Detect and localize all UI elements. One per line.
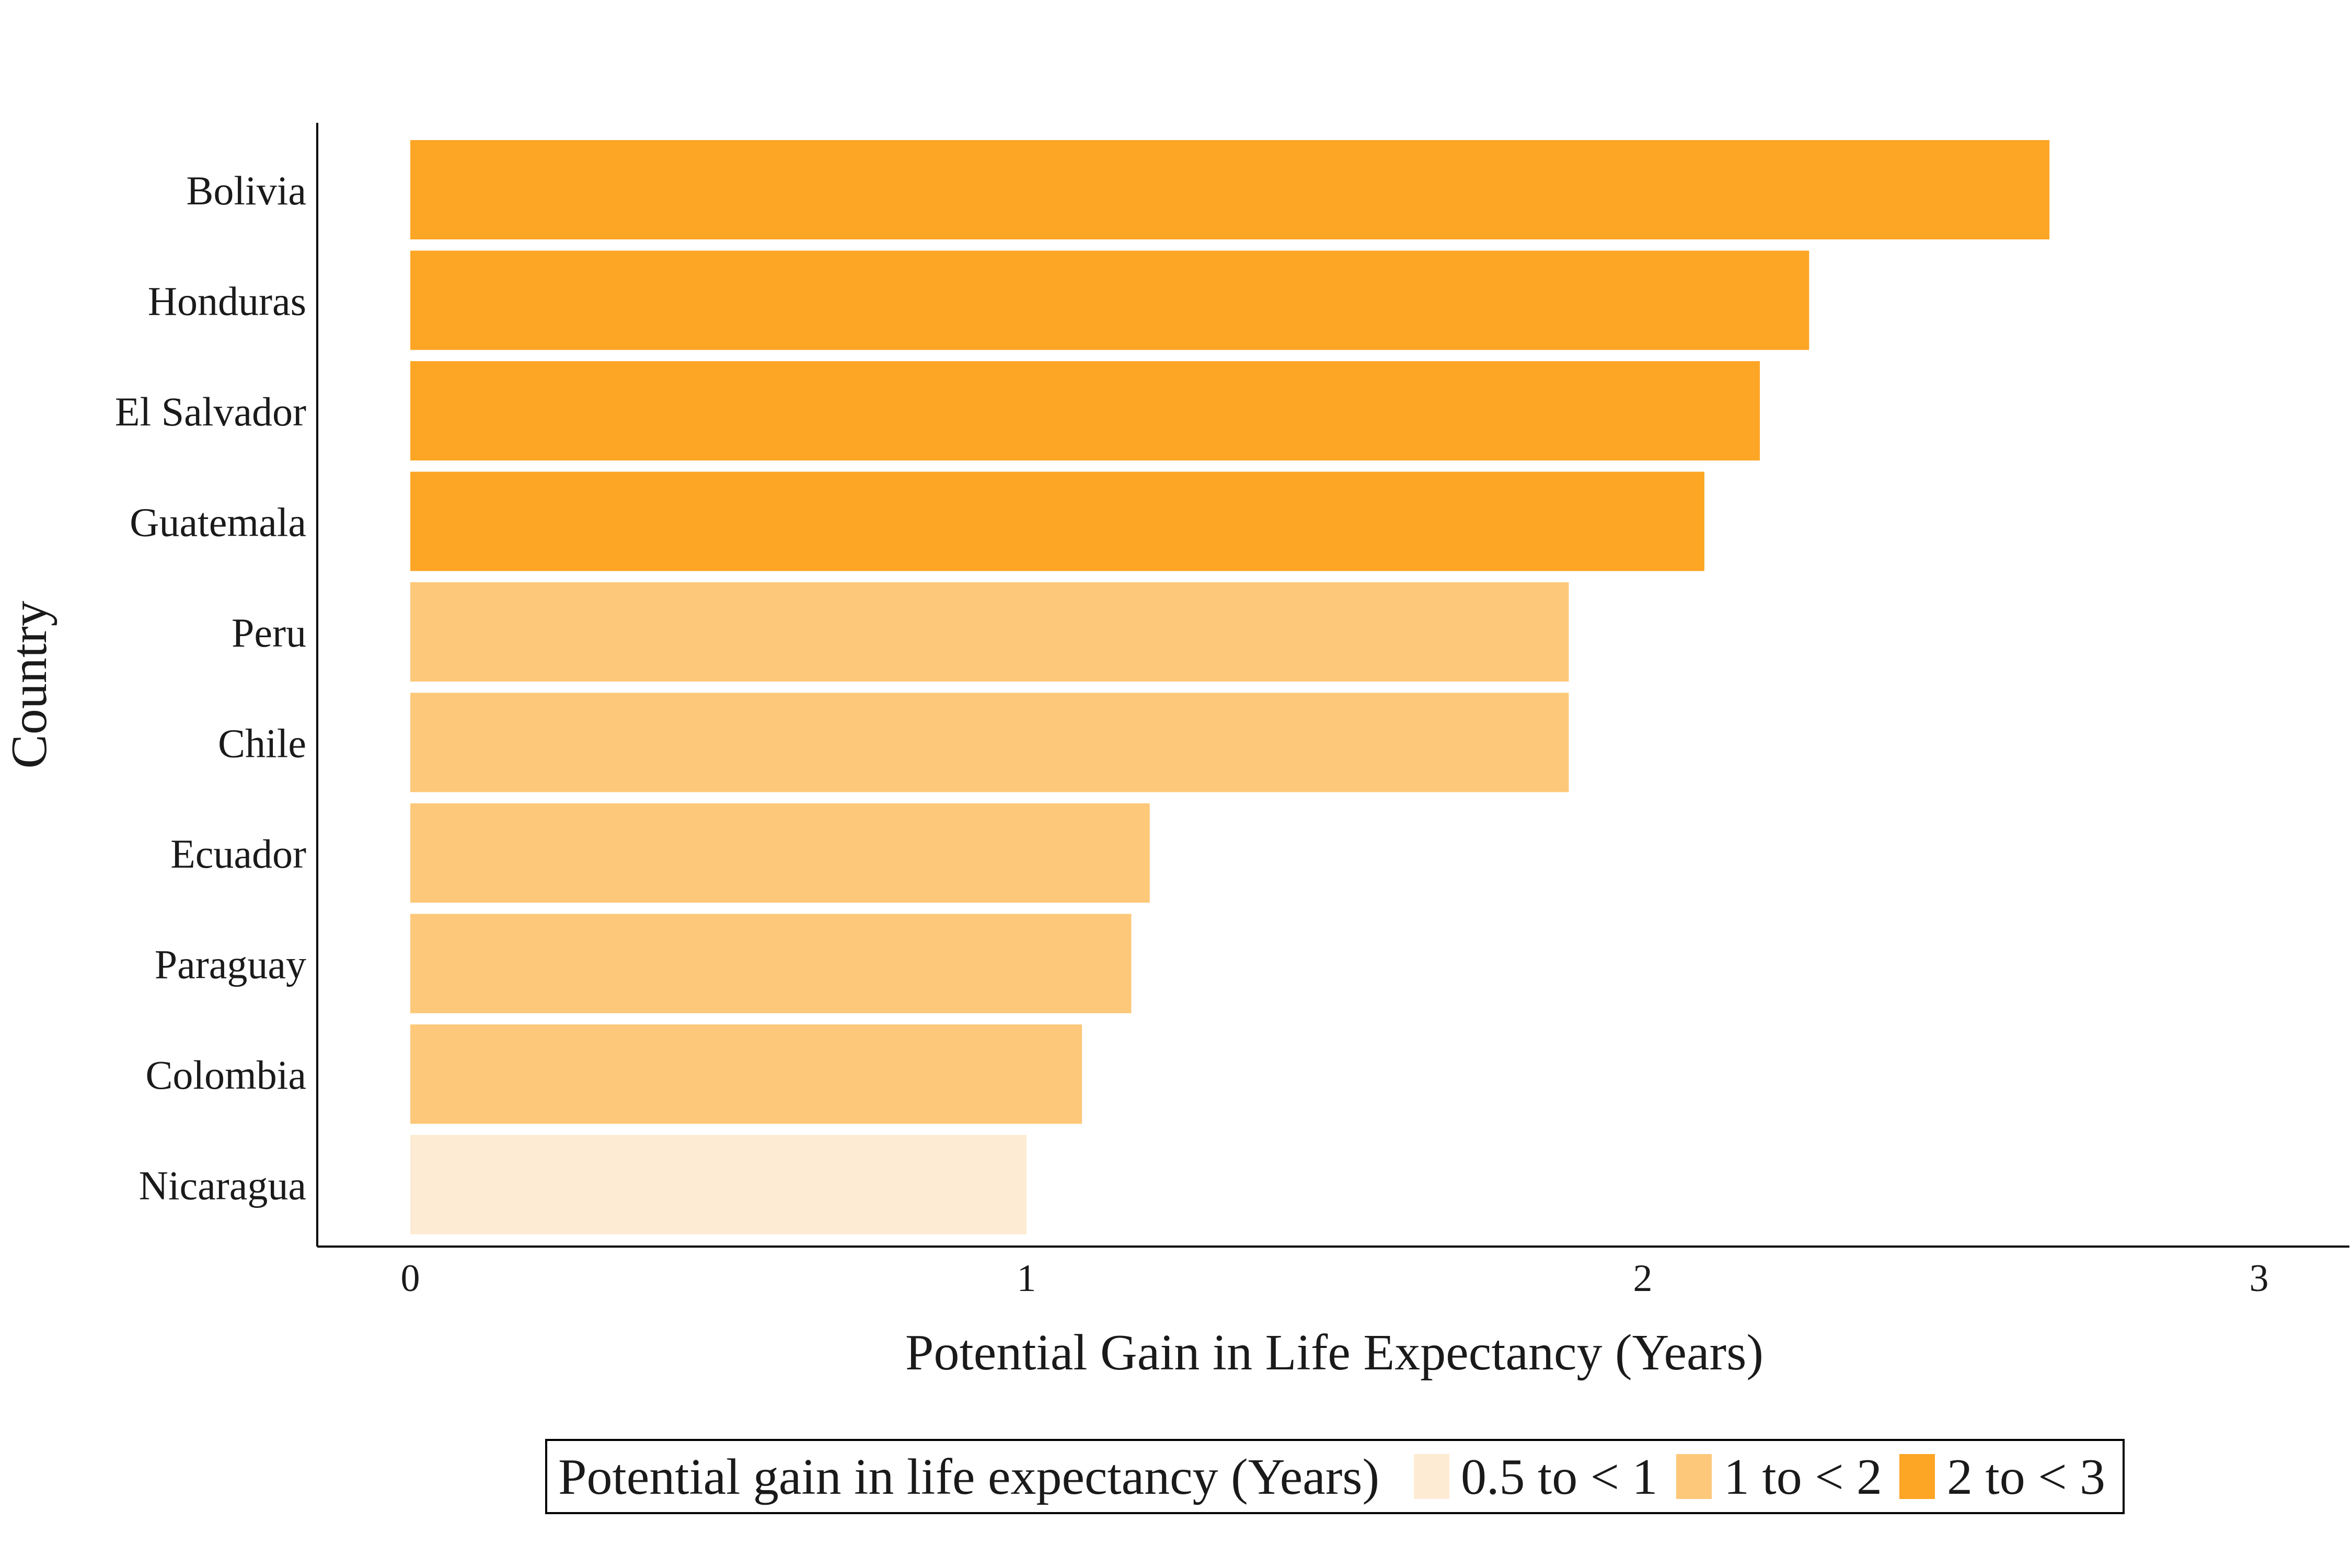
y-tick-label: Paraguay	[155, 942, 306, 987]
legend-swatch	[1414, 1454, 1449, 1499]
y-tick-label: Chile	[218, 721, 306, 766]
y-tick-label: Peru	[232, 610, 306, 655]
y-tick-label: Bolivia	[186, 168, 306, 213]
bar-bolivia	[410, 140, 2050, 239]
legend-swatch	[1676, 1454, 1712, 1499]
x-tick-label: 3	[2250, 1257, 2269, 1300]
bar-peru	[410, 582, 1569, 682]
bar-ecuador	[410, 803, 1150, 903]
legend-title: Potential gain in life expectancy (Years…	[558, 1449, 1379, 1505]
legend-entries: 0.5 to < 1 1 to < 2 2 to < 3	[1414, 1449, 2105, 1505]
legend-label: 2 to < 3	[1947, 1449, 2105, 1505]
bar-colombia	[410, 1024, 1082, 1124]
legend-box	[545, 1439, 2125, 1514]
y-tick-labels: Bolivia Honduras El Salvador Guatemala Peru C…	[115, 168, 306, 1208]
bars-layer	[410, 140, 2050, 1235]
y-axis: Bolivia Honduras El Salvador Guatemala Peru C…	[115, 123, 318, 1247]
x-axis-title: Potential Gain in Life Expectancy (Years…	[905, 1324, 1763, 1381]
bar-chile	[410, 693, 1569, 792]
x-tick-label: 0	[401, 1257, 420, 1300]
y-tick-label: Honduras	[148, 279, 306, 324]
bar-paraguay	[410, 914, 1132, 1013]
y-axis-title: Country	[1, 601, 57, 768]
bar-nicaragua	[410, 1135, 1027, 1235]
bar-guatemala	[410, 471, 1704, 571]
legend-label: 0.5 to < 1	[1461, 1449, 1658, 1505]
y-tick-label: El Salvador	[115, 389, 306, 434]
y-tick-label: Nicaragua	[139, 1163, 306, 1208]
bar-el-salvador	[410, 361, 1760, 460]
bar-honduras	[410, 250, 1809, 350]
y-tick-label: Ecuador	[170, 831, 306, 877]
x-tick-labels: 0 1 2 3	[401, 1257, 2269, 1300]
legend: Potential gain in life expectancy (Years…	[545, 1439, 2125, 1514]
legend-label: 1 to < 2	[1724, 1449, 1882, 1505]
y-tick-label: Guatemala	[130, 500, 306, 545]
x-tick-label: 2	[1633, 1257, 1653, 1300]
x-axis: 0 1 2 3	[317, 1246, 2349, 1300]
x-tick-label: 1	[1017, 1257, 1036, 1300]
y-tick-label: Colombia	[145, 1052, 306, 1098]
legend-swatch	[1899, 1454, 1935, 1499]
